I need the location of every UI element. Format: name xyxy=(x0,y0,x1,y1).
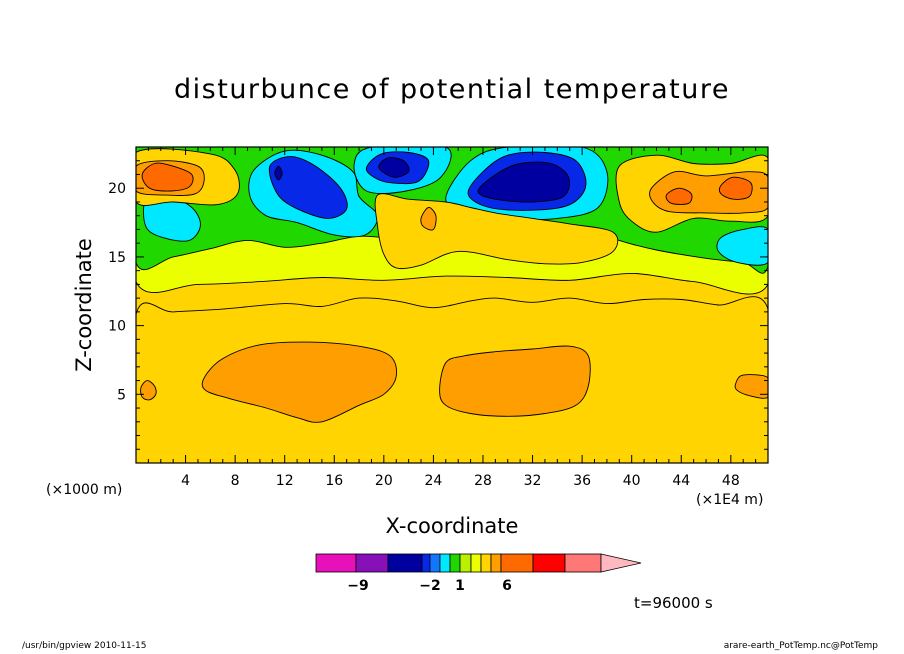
footer-source-file: arare-earth_PotTemp.nc@PotTemp xyxy=(723,641,878,651)
x-axis-ticks: 4 8 12 16 20 24 28 32 36 40 44 48 xyxy=(147,147,757,489)
x-tick-label: 44 xyxy=(672,473,690,489)
y-tick-label: 20 xyxy=(108,181,126,197)
contour-region-orange-right xyxy=(649,170,768,214)
contour-region-orange-dot-right xyxy=(734,374,768,399)
x-axis-units-left: (×1000 m) xyxy=(46,482,123,498)
x-tick-label: 12 xyxy=(276,473,294,489)
y-axis-title: Z-coordinate xyxy=(72,238,96,372)
chart-title: disturbunce of potential temperature xyxy=(174,74,730,105)
colorbar-tick-label: −2 xyxy=(419,578,440,594)
contour-region-blue-center-left xyxy=(268,156,348,219)
colorbar-swatch xyxy=(500,553,534,573)
contour-region-red-top-left xyxy=(141,162,194,192)
colorbar-tick-label: 6 xyxy=(502,578,512,594)
colorbar-tick-label: 1 xyxy=(455,578,465,594)
plot-frame xyxy=(135,146,769,464)
footer-program-date: /usr/bin/gpview 2010-11-15 xyxy=(22,641,147,651)
colorbar-swatch xyxy=(564,553,602,573)
y-axis-ticks: 5 10 15 20 xyxy=(108,160,768,450)
contour-region-orange-dot-left xyxy=(140,380,157,401)
x-tick-label: 8 xyxy=(231,473,240,489)
colorbar-swatch xyxy=(480,553,492,573)
y-tick-label: 10 xyxy=(108,319,126,335)
contour-region-navy-right xyxy=(477,161,570,203)
x-tick-label: 4 xyxy=(181,473,190,489)
colorbar: −9 −2 1 6 xyxy=(315,553,642,594)
colorbar-swatch xyxy=(459,553,472,573)
colorbar-swatch xyxy=(532,553,566,573)
colorbar-tick-label: −9 xyxy=(347,578,368,594)
y-tick-label: 5 xyxy=(117,387,126,403)
contour-region-orange-bottom-center xyxy=(439,345,591,417)
colorbar-overflow-arrow xyxy=(600,553,642,573)
x-tick-label: 32 xyxy=(524,473,542,489)
x-tick-label: 16 xyxy=(325,473,343,489)
colorbar-swatch xyxy=(387,553,423,573)
x-tick-label: 24 xyxy=(424,473,442,489)
x-tick-label: 20 xyxy=(375,473,393,489)
x-tick-label: 40 xyxy=(623,473,641,489)
colorbar-swatch xyxy=(429,553,441,573)
x-tick-label: 28 xyxy=(474,473,492,489)
contour-region-red-right-2 xyxy=(718,176,753,200)
x-tick-label: 48 xyxy=(722,473,740,489)
y-tick-label: 15 xyxy=(108,250,126,266)
contour-region-orange-bottom-left xyxy=(201,341,398,423)
colorbar-swatch xyxy=(490,553,502,573)
colorbar-swatch xyxy=(439,553,451,573)
contour-region-orange-upper-center xyxy=(374,193,619,270)
time-label: t=96000 s xyxy=(634,594,713,612)
contour-region-navy-dot xyxy=(274,165,283,181)
colorbar-swatch xyxy=(355,553,389,573)
plot-area xyxy=(135,146,769,464)
contour-region-red-right-1 xyxy=(665,187,693,205)
colorbar-swatch xyxy=(449,553,461,573)
colorbar-swatch xyxy=(315,553,357,573)
x-axis-title: X-coordinate xyxy=(385,514,519,538)
contour-region-cyan-far-right xyxy=(716,226,768,266)
contour-region-navy-center xyxy=(378,157,410,178)
contour-region-yellow-small xyxy=(420,207,437,231)
x-tick-label: 36 xyxy=(573,473,591,489)
colorbar-swatch xyxy=(421,553,431,573)
colorbar-swatch xyxy=(470,553,482,573)
x-axis-units-right: (×1E4 m) xyxy=(696,492,764,508)
